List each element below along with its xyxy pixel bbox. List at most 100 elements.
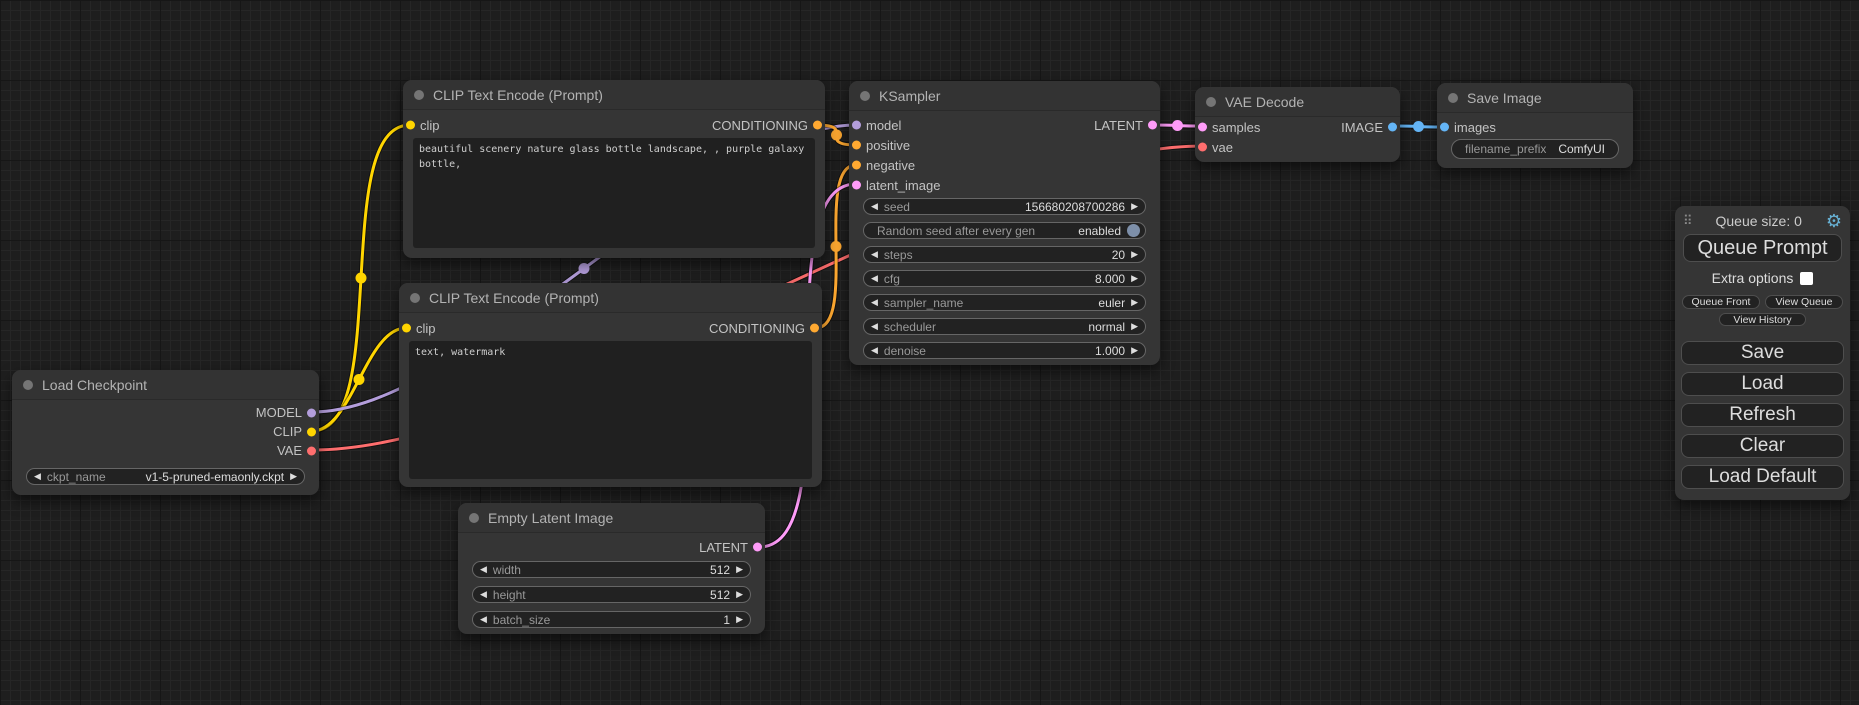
decrement-arrow-icon[interactable]: ◀ [871,201,878,212]
increment-arrow-icon[interactable]: ▶ [1131,297,1138,308]
increment-arrow-icon[interactable]: ▶ [1131,345,1138,356]
latent-image-input-dot[interactable] [852,180,861,190]
collapse-dot-icon[interactable] [1448,92,1458,103]
prompt-textarea[interactable]: beautiful scenery nature glass bottle la… [413,138,815,248]
increment-arrow-icon[interactable]: ▶ [736,589,743,600]
drag-handle-icon[interactable]: ⠿ [1683,213,1692,228]
samples-input-dot[interactable] [1198,122,1207,132]
image-output-dot[interactable] [1388,122,1397,132]
node-header[interactable]: CLIP Text Encode (Prompt) [403,80,825,110]
filename-prefix-widget[interactable]: filename_prefix ComfyUI [1451,139,1619,159]
node-vae-decode[interactable]: VAE Decode samples IMAGE vae [1195,87,1400,162]
node-title: KSampler [879,87,941,104]
batch-size-widget[interactable]: ◀ batch_size 1 ▶ [472,611,751,628]
height-widget[interactable]: ◀ height 512 ▶ [472,586,751,603]
latent-output-dot[interactable] [1148,120,1157,130]
increment-arrow-icon[interactable]: ▶ [290,471,297,482]
clip-input-dot[interactable] [406,120,415,130]
decrement-arrow-icon[interactable]: ◀ [480,614,487,625]
load-button[interactable]: Load [1681,372,1844,396]
link-midpoint-dot [578,263,590,274]
node-save-image[interactable]: Save Image images filename_prefix ComfyU… [1437,83,1633,168]
load-default-button[interactable]: Load Default [1681,465,1844,489]
decrement-arrow-icon[interactable]: ◀ [34,471,41,482]
collapse-dot-icon[interactable] [23,379,33,390]
link-midpoint-dot [1413,121,1424,132]
increment-arrow-icon[interactable]: ▶ [736,614,743,625]
decrement-arrow-icon[interactable]: ◀ [871,345,878,356]
output-slot-clip[interactable]: CLIP [12,422,319,441]
node-title: Save Image [1467,89,1542,106]
queue-front-button[interactable]: Queue Front [1682,295,1760,309]
decrement-arrow-icon[interactable]: ◀ [480,589,487,600]
width-widget[interactable]: ◀ width 512 ▶ [472,561,751,578]
steps-widget[interactable]: ◀ steps 20 ▶ [863,246,1146,263]
increment-arrow-icon[interactable]: ▶ [1131,249,1138,260]
vae-output-dot[interactable] [307,446,316,455]
collapse-dot-icon[interactable] [410,292,420,303]
view-queue-button[interactable]: View Queue [1765,295,1843,309]
queue-size-label: Queue size: 0 [1715,213,1802,229]
vae-input-dot[interactable] [1198,142,1207,152]
latent-output-dot[interactable] [753,542,762,552]
output-slot-latent[interactable]: LATENT [458,537,765,557]
model-output-dot[interactable] [307,408,316,417]
link-midpoint-dot [353,374,365,385]
conditioning-output-dot[interactable] [813,120,822,130]
positive-input-dot[interactable] [852,140,861,150]
extra-options-checkbox[interactable] [1800,271,1814,285]
random-seed-toggle[interactable]: Random seed after every gen enabled [863,222,1146,239]
sampler-name-widget[interactable]: ◀ sampler_name euler ▶ [863,294,1146,311]
decrement-arrow-icon[interactable]: ◀ [871,321,878,332]
prompt-textarea[interactable]: text, watermark [409,341,812,479]
refresh-button[interactable]: Refresh [1681,403,1844,427]
queue-prompt-button[interactable]: Queue Prompt [1683,234,1842,262]
gear-icon[interactable]: ⚙ [1825,211,1842,231]
node-header[interactable]: Save Image [1437,83,1633,113]
node-header[interactable]: VAE Decode [1195,87,1400,117]
scheduler-widget[interactable]: ◀ scheduler normal ▶ [863,318,1146,335]
output-slot-model[interactable]: MODEL [12,403,319,422]
node-title: Load Checkpoint [42,376,148,393]
increment-arrow-icon[interactable]: ▶ [1131,273,1138,284]
link-midpoint-dot [1172,120,1183,131]
model-input-dot[interactable] [852,120,861,130]
denoise-widget[interactable]: ◀ denoise 1.000 ▶ [863,342,1146,359]
node-header[interactable]: Load Checkpoint [12,370,319,400]
images-input-dot[interactable] [1440,122,1449,132]
decrement-arrow-icon[interactable]: ◀ [871,297,878,308]
increment-arrow-icon[interactable]: ▶ [1131,321,1138,332]
link-midpoint-dot [831,129,842,141]
toggle-on-icon[interactable] [1127,224,1140,237]
negative-input-dot[interactable] [852,160,861,170]
collapse-dot-icon[interactable] [469,512,479,523]
node-clip-text-encode-positive[interactable]: CLIP Text Encode (Prompt) clip CONDITION… [403,80,825,258]
conditioning-output-dot[interactable] [810,323,819,333]
node-empty-latent-image[interactable]: Empty Latent Image LATENT ◀ width 512 ▶ … [458,503,765,634]
node-ksampler[interactable]: KSampler model LATENT positive negative … [849,81,1160,365]
node-header[interactable]: KSampler [849,81,1160,111]
node-header[interactable]: Empty Latent Image [458,503,765,533]
seed-widget[interactable]: ◀ seed 156680208700286 ▶ [863,198,1146,215]
node-load-checkpoint[interactable]: Load Checkpoint MODEL CLIP VAE ◀ ckpt_na… [12,370,319,495]
link-midpoint-dot [830,241,842,252]
collapse-dot-icon[interactable] [1206,96,1216,107]
increment-arrow-icon[interactable]: ▶ [1131,201,1138,212]
ckpt-name-widget[interactable]: ◀ ckpt_name v1-5-pruned-emaonly.ckpt ▶ [26,468,305,485]
clip-output-dot[interactable] [307,427,316,436]
save-button[interactable]: Save [1681,341,1844,365]
clear-button[interactable]: Clear [1681,434,1844,458]
decrement-arrow-icon[interactable]: ◀ [871,273,878,284]
clip-input-dot[interactable] [402,323,411,333]
increment-arrow-icon[interactable]: ▶ [736,564,743,575]
node-title: Empty Latent Image [488,509,614,526]
node-clip-text-encode-negative[interactable]: CLIP Text Encode (Prompt) clip CONDITION… [399,283,822,487]
view-history-button[interactable]: View History [1719,313,1806,326]
output-slot-vae[interactable]: VAE [12,441,319,460]
node-header[interactable]: CLIP Text Encode (Prompt) [399,283,822,313]
collapse-dot-icon[interactable] [860,90,870,101]
cfg-widget[interactable]: ◀ cfg 8.000 ▶ [863,270,1146,287]
decrement-arrow-icon[interactable]: ◀ [480,564,487,575]
decrement-arrow-icon[interactable]: ◀ [871,249,878,260]
collapse-dot-icon[interactable] [414,89,424,100]
